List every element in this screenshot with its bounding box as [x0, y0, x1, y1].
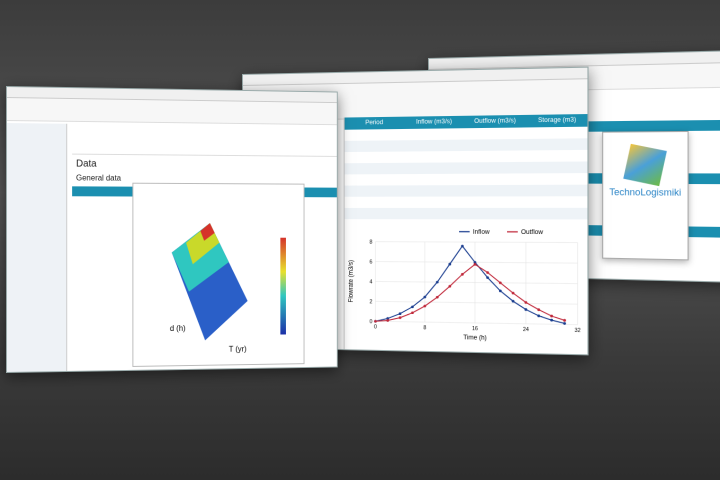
point [511, 291, 515, 295]
table-header: Inflow (m3/s) [416, 119, 453, 126]
x-axis-label: T (yr) [229, 345, 247, 354]
point [374, 319, 377, 323]
y-tick-label: 8 [369, 240, 372, 246]
table-header: Period [365, 120, 384, 127]
point [511, 299, 515, 303]
x-tick-label: 16 [472, 326, 478, 332]
point [448, 262, 452, 266]
series-line [375, 264, 564, 325]
point [398, 316, 402, 320]
x-tick-label: 8 [423, 325, 426, 331]
point [524, 308, 528, 311]
grid-line [375, 262, 577, 264]
point [460, 272, 464, 276]
window-middle: Period Inflow (m3/s) Outflow (m3/s) Storage… [242, 66, 589, 356]
y-axis-label: d (h) [170, 324, 186, 333]
table-header: Outflow (m3/s) [474, 118, 516, 125]
point [473, 262, 477, 266]
table-header: Storage (m3) [538, 117, 577, 125]
y-axis-label: Flowrate (m3/s) [349, 260, 355, 302]
colorbar [280, 237, 286, 335]
surface-plot: T (yr) d (h) [132, 182, 305, 367]
point [486, 271, 490, 274]
legend-label: Inflow [473, 230, 490, 236]
x-tick-label: 24 [523, 327, 529, 333]
x-tick-label: 32 [575, 328, 581, 334]
point [550, 314, 554, 318]
heading: Data [76, 158, 97, 170]
point [498, 281, 502, 285]
grid-line [375, 321, 577, 324]
y-tick-label: 4 [369, 279, 372, 285]
splash-title: TechnoLogismiki [609, 186, 682, 198]
grid-line [375, 242, 577, 243]
series-line [375, 246, 564, 325]
y-tick-label: 2 [369, 299, 372, 305]
grid-line [375, 281, 577, 283]
y-tick-label: 6 [369, 259, 372, 265]
grid-line [375, 301, 577, 304]
point [550, 318, 554, 322]
y-tick-label: 0 [369, 319, 372, 325]
x-axis-label: Time (h) [463, 335, 487, 342]
window-left: Data General data T (yr) d (h) [6, 86, 338, 373]
point [537, 314, 541, 318]
point [460, 244, 464, 248]
x-tick-label: 0 [374, 324, 377, 330]
splash: TechnoLogismiki [602, 130, 689, 261]
point [486, 276, 490, 279]
point [498, 289, 502, 293]
point [563, 318, 566, 322]
legend-label: Outflow [521, 230, 544, 236]
point [537, 308, 541, 312]
